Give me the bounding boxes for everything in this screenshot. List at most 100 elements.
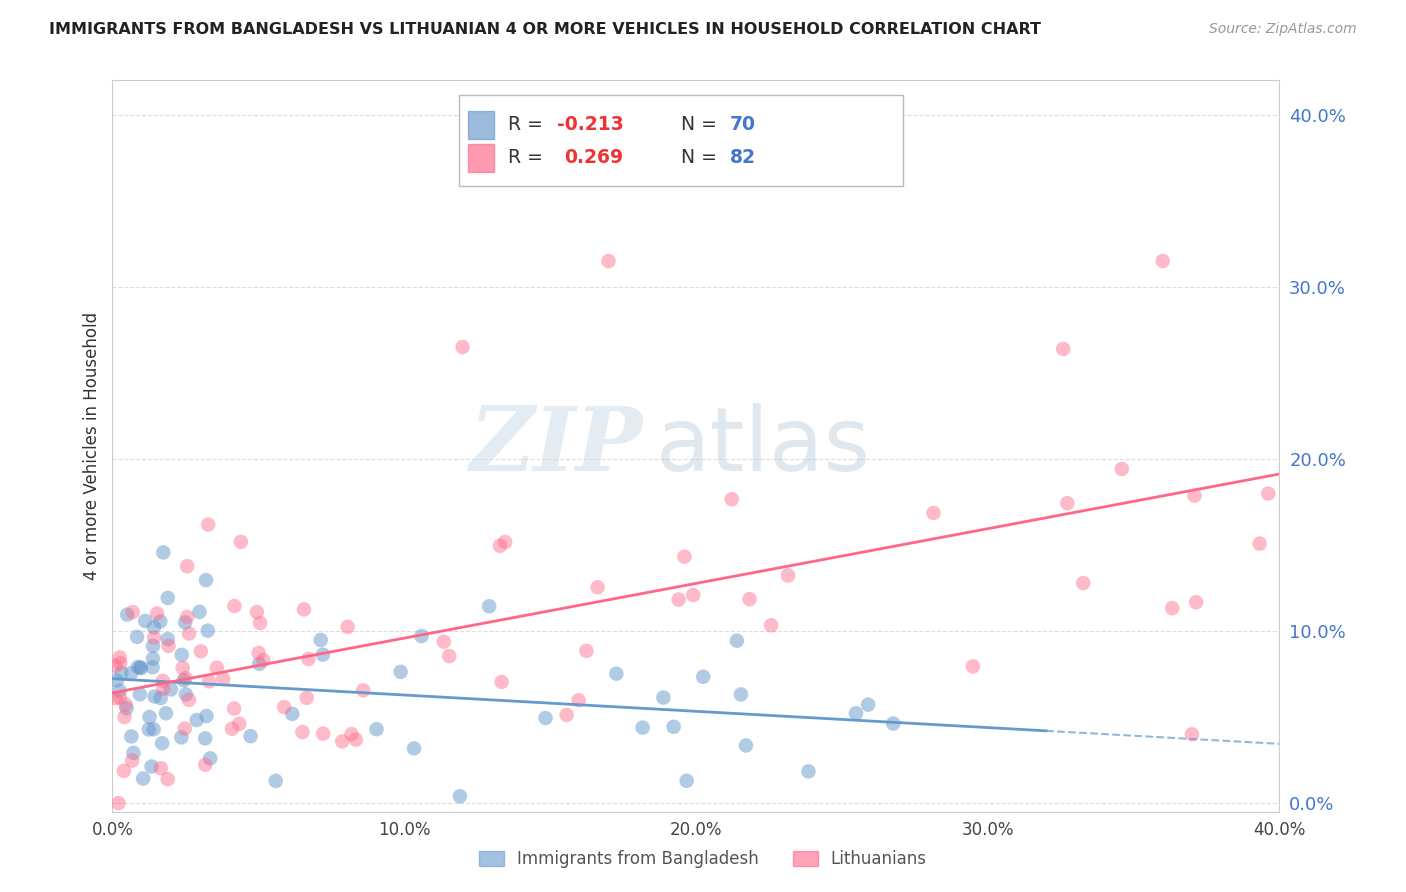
Point [962, 659, 984, 673]
Point [156, 772, 179, 787]
Point [720, 492, 742, 507]
Point [797, 764, 820, 779]
Text: 0.269: 0.269 [564, 148, 623, 168]
Point [845, 706, 868, 721]
Text: ZIP: ZIP [470, 403, 644, 489]
Point [156, 632, 179, 646]
Bar [468, 111, 494, 139]
Point [212, 672, 235, 686]
Point [177, 626, 200, 640]
Point [568, 693, 591, 707]
Point [437, 649, 460, 664]
Point [1257, 486, 1279, 500]
Text: R =: R = [508, 148, 555, 168]
Point [174, 687, 197, 701]
Point [107, 796, 129, 810]
Point [150, 736, 173, 750]
Point [143, 690, 166, 704]
Point [291, 725, 314, 739]
Point [142, 651, 165, 665]
Point [127, 660, 149, 674]
Point [129, 660, 152, 674]
Point [239, 729, 262, 743]
Point [776, 568, 799, 582]
Point [1111, 462, 1133, 476]
FancyBboxPatch shape [460, 95, 903, 186]
Point [652, 690, 675, 705]
Point [221, 722, 243, 736]
Point [173, 673, 195, 688]
Point [478, 599, 501, 614]
Point [1052, 342, 1074, 356]
Point [246, 605, 269, 619]
Point [281, 706, 304, 721]
Point [138, 710, 160, 724]
Point [143, 631, 166, 645]
Point [222, 701, 245, 715]
Text: R =: R = [508, 115, 548, 135]
Point [114, 710, 136, 724]
Point [856, 698, 879, 712]
Legend: Immigrants from Bangladesh, Lithuanians: Immigrants from Bangladesh, Lithuanians [472, 844, 934, 875]
Point [449, 789, 471, 804]
Point [1181, 727, 1204, 741]
Point [105, 673, 128, 688]
Point [152, 673, 174, 688]
Point [194, 731, 217, 746]
Point [295, 690, 318, 705]
Point [177, 692, 200, 706]
Point [273, 700, 295, 714]
Y-axis label: 4 or more Vehicles in Household: 4 or more Vehicles in Household [83, 312, 101, 580]
Point [922, 506, 945, 520]
Point [160, 682, 183, 697]
Point [152, 681, 174, 696]
Point [366, 722, 388, 736]
Point [673, 549, 696, 564]
Point [121, 605, 143, 619]
Point [194, 757, 217, 772]
Point [330, 734, 353, 748]
Point [186, 713, 208, 727]
Point [451, 340, 474, 354]
Point [662, 720, 685, 734]
Point [157, 639, 180, 653]
Point [195, 709, 218, 723]
Point [142, 639, 165, 653]
Point [172, 661, 194, 675]
Point [352, 683, 374, 698]
Point [555, 708, 578, 723]
Point [224, 599, 246, 613]
Point [112, 764, 135, 778]
Point [198, 751, 221, 765]
Point [631, 721, 654, 735]
Point [252, 653, 274, 667]
Point [176, 610, 198, 624]
Point [128, 687, 150, 701]
Point [312, 727, 335, 741]
Point [336, 620, 359, 634]
Point [730, 688, 752, 702]
Point [121, 754, 143, 768]
Point [110, 657, 132, 671]
Point [197, 517, 219, 532]
Point [312, 648, 335, 662]
Point [247, 646, 270, 660]
Text: 82: 82 [730, 148, 756, 168]
Point [340, 727, 363, 741]
Point [120, 730, 142, 744]
Point [229, 534, 252, 549]
Text: atlas: atlas [655, 402, 870, 490]
Point [738, 592, 761, 607]
Point [149, 691, 172, 706]
Point [108, 690, 131, 705]
Point [110, 666, 132, 681]
Point [1184, 489, 1206, 503]
Point [104, 691, 127, 706]
Point [598, 254, 620, 268]
Point [249, 615, 271, 630]
Text: -0.213: -0.213 [557, 115, 624, 135]
Point [534, 711, 557, 725]
Point [114, 698, 136, 712]
Point [692, 670, 714, 684]
Point [725, 633, 748, 648]
